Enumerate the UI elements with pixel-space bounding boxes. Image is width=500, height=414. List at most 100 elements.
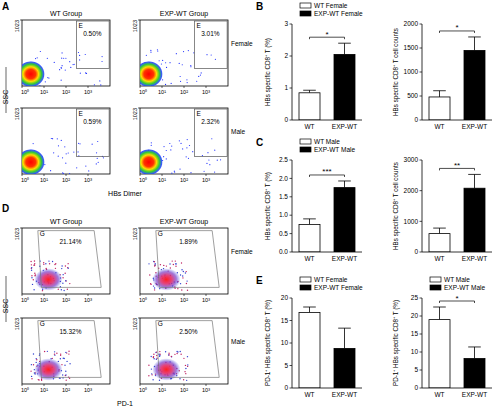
event-dot bbox=[31, 270, 32, 271]
event-dot bbox=[41, 380, 42, 381]
event-dot bbox=[64, 358, 65, 359]
event-dot bbox=[99, 80, 100, 81]
bar bbox=[299, 93, 320, 120]
group-title: WT Group bbox=[50, 10, 82, 18]
y-tick bbox=[420, 190, 423, 191]
error-bar bbox=[338, 43, 351, 54]
event-dot bbox=[34, 264, 35, 265]
event-dot bbox=[215, 59, 216, 60]
event-dot bbox=[214, 150, 215, 151]
x-axis-line bbox=[422, 388, 492, 389]
event-dot bbox=[176, 351, 177, 352]
event-dot bbox=[98, 162, 99, 163]
gate-percent: 0.59% bbox=[83, 118, 102, 125]
y-axis-label: PD-1⁺ HBs specific CD8⁺ T (%) bbox=[392, 300, 400, 386]
x-tick-label: EXP-WT bbox=[462, 391, 487, 398]
event-dot bbox=[175, 266, 176, 267]
event-dot bbox=[58, 288, 59, 289]
event-dot bbox=[180, 76, 181, 77]
event-dot bbox=[186, 380, 187, 381]
y-axis-label: HBs specific CD8⁺ T (%) bbox=[264, 172, 272, 240]
event-dot bbox=[154, 264, 155, 265]
event-dot bbox=[47, 58, 48, 59]
event-dot bbox=[179, 378, 180, 379]
significance-label: ** bbox=[454, 161, 460, 170]
event-dot bbox=[180, 274, 181, 275]
event-dot bbox=[162, 79, 163, 80]
y-tick-label: 0 bbox=[284, 384, 288, 391]
event-dot bbox=[148, 375, 149, 376]
event-dot bbox=[47, 351, 48, 352]
event-dot bbox=[166, 265, 167, 266]
event-dot bbox=[211, 138, 212, 139]
event-dot bbox=[37, 57, 38, 58]
x-tick-label: 10¹ bbox=[158, 297, 166, 303]
panel-label: C bbox=[256, 137, 263, 148]
legend-label: WT Female bbox=[314, 276, 348, 283]
figure: E0.50%10⁰10¹10²10³1023WT GroupAE3.01%10⁰… bbox=[0, 0, 500, 414]
y-tick-label: 20 bbox=[281, 294, 289, 301]
x-tick-label: 10³ bbox=[202, 89, 210, 95]
event-dot bbox=[58, 145, 59, 146]
bar bbox=[429, 320, 450, 388]
event-dot bbox=[61, 67, 62, 68]
events bbox=[22, 138, 104, 174]
event-dot bbox=[62, 374, 63, 375]
event-dot bbox=[176, 53, 177, 54]
event-dot bbox=[148, 365, 149, 366]
event-dot bbox=[185, 368, 186, 369]
event-dot bbox=[190, 65, 191, 66]
event-dot bbox=[61, 67, 62, 68]
event-dot bbox=[68, 152, 69, 153]
y-tick bbox=[420, 24, 423, 25]
x-tick-label: 10⁰ bbox=[139, 387, 147, 393]
bar bbox=[464, 358, 485, 388]
x-tick-label: 10³ bbox=[202, 177, 210, 183]
bar-chart: 0100020003000WTEXP-WTHBs specific CD8⁺ T… bbox=[392, 156, 492, 262]
event-dot bbox=[49, 263, 50, 264]
x-tick bbox=[22, 174, 23, 176]
event-dot bbox=[52, 261, 53, 262]
y-tick bbox=[290, 320, 293, 321]
x-axis-line bbox=[292, 388, 362, 389]
x-axis-line bbox=[422, 252, 492, 253]
event-dot bbox=[85, 54, 86, 55]
gate-percent: 2.32% bbox=[201, 118, 220, 125]
event-dot bbox=[179, 63, 180, 64]
y-axis-line bbox=[292, 24, 293, 120]
legend-swatch bbox=[430, 285, 441, 290]
event-dot bbox=[61, 364, 62, 365]
x-tick-label: 10³ bbox=[202, 297, 210, 303]
event-dot bbox=[69, 283, 70, 284]
events bbox=[30, 351, 70, 382]
event-dot bbox=[65, 280, 66, 281]
x-tick-label: 10¹ bbox=[40, 177, 48, 183]
event-dot bbox=[146, 55, 147, 56]
gate-percent: 21.14% bbox=[59, 238, 81, 245]
event-dot bbox=[38, 379, 39, 380]
gate bbox=[156, 321, 219, 378]
event-dot bbox=[156, 351, 157, 352]
event-dot bbox=[209, 164, 210, 165]
event-dot bbox=[39, 85, 40, 86]
event-dot bbox=[187, 290, 188, 291]
event-dot bbox=[181, 262, 182, 263]
event-dot bbox=[153, 354, 154, 355]
x-tick-label: 10² bbox=[62, 177, 70, 183]
x-tick-label: 10¹ bbox=[40, 297, 48, 303]
event-dot bbox=[181, 269, 182, 270]
y-tick-label: 1500 bbox=[404, 44, 419, 51]
event-dot bbox=[52, 138, 53, 139]
event-dot bbox=[159, 356, 160, 357]
event-dot bbox=[57, 138, 58, 139]
event-dot bbox=[150, 52, 151, 53]
event-dot bbox=[43, 262, 44, 263]
y-tick bbox=[290, 178, 293, 179]
event-dot bbox=[206, 54, 207, 55]
event-dot bbox=[47, 77, 48, 78]
event-dot bbox=[53, 152, 54, 153]
event-dot bbox=[190, 172, 191, 173]
event-dot bbox=[103, 157, 104, 158]
event-dot bbox=[188, 50, 189, 51]
y-tick bbox=[138, 20, 140, 21]
